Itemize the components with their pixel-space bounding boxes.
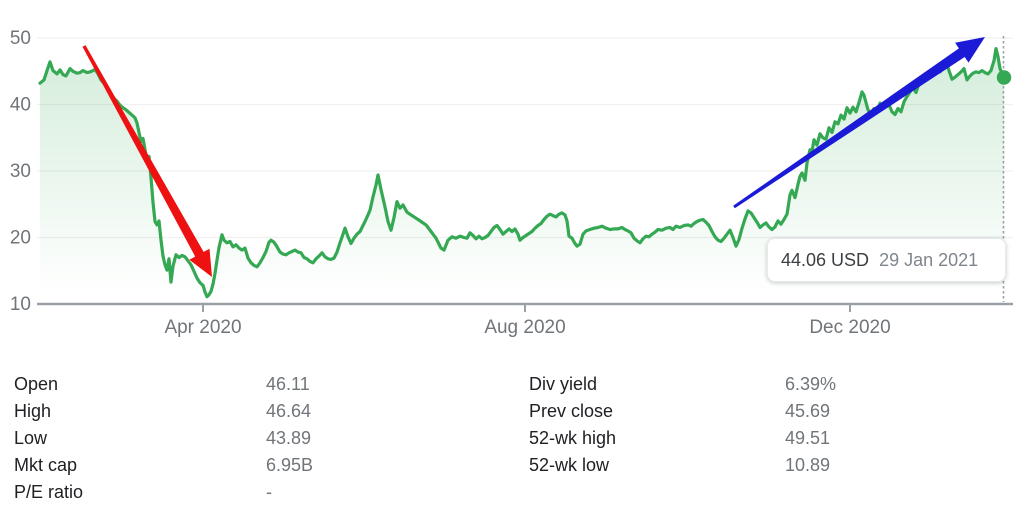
crash-arrow [82,45,212,278]
stat-row-div-yield: Div yield 6.39% [529,371,1024,398]
price-chart[interactable]: Apr 2020 Aug 2020 Dec 2020 50 40 30 20 10 [0,0,1024,348]
tooltip-price: 44.06 USD [781,249,870,270]
stat-row-52-wk-low: 52-wk low 10.89 [529,452,1024,479]
stat-label-mkt-cap: Mkt cap [14,455,78,475]
stat-value-div-yield: 6.39% [785,374,837,394]
stat-value-prev-close: 45.69 [785,401,831,421]
stat-label-prev-close: Prev close [529,401,614,421]
stat-label-high: High [14,401,52,421]
stat-row-mkt-cap: Mkt cap 6.95B [14,452,514,479]
stat-value-p-e-ratio: - [266,482,272,502]
recovery-arrow [733,37,985,209]
stat-label-p-e-ratio: P/E ratio [14,482,84,502]
tooltip-date: 29 Jan 2021 [879,249,979,270]
stats-column-right: Div yield 6.39% Prev close 45.69 52-wk high 4… [529,371,1024,479]
x-tick-label-apr-2020: Apr 2020 [164,317,241,338]
y-tick-label-10: 10 [10,294,31,315]
price-line [38,46,1006,299]
stat-value-mkt-cap: 6.95B [266,455,314,475]
x-tick-label-dec-2020: Dec 2020 [809,317,890,338]
stat-label-52-wk-low: 52-wk low [529,455,610,475]
y-tick-label-20: 20 [10,228,31,249]
stat-value-high: 46.64 [266,401,312,421]
x-tick-label-aug-2020: Aug 2020 [484,317,565,338]
stat-row-high: High 46.64 [14,398,514,425]
stat-label-div-yield: Div yield [529,374,598,394]
y-tick-label-40: 40 [10,95,31,116]
stat-value-52-wk-low: 10.89 [785,455,831,475]
stat-row-prev-close: Prev close 45.69 [529,398,1024,425]
stat-label-52-wk-high: 52-wk high [529,428,617,448]
area-fill [40,48,1004,304]
stat-label-open: Open [14,374,59,394]
stat-label-low: Low [14,428,48,448]
stat-value-52-wk-high: 49.51 [785,428,831,448]
last-price-dot [996,70,1012,85]
stat-row-52-wk-high: 52-wk high 49.51 [529,425,1024,452]
stat-value-open: 46.11 [266,374,310,394]
stats-column-left: Open 46.11 High 46.64 Low 43.89 Mkt cap 6.95B P/… [14,371,514,506]
price-tooltip: 44.06 USD 29 Jan 2021 [767,238,1006,282]
y-tick-label-50: 50 [10,28,31,49]
stat-row-open: Open 46.11 [14,371,514,398]
stat-row-low: Low 43.89 [14,425,514,452]
stat-value-low: 43.89 [266,428,312,448]
stat-row-p-e-ratio: P/E ratio - [14,479,514,506]
y-tick-label-30: 30 [10,161,31,182]
